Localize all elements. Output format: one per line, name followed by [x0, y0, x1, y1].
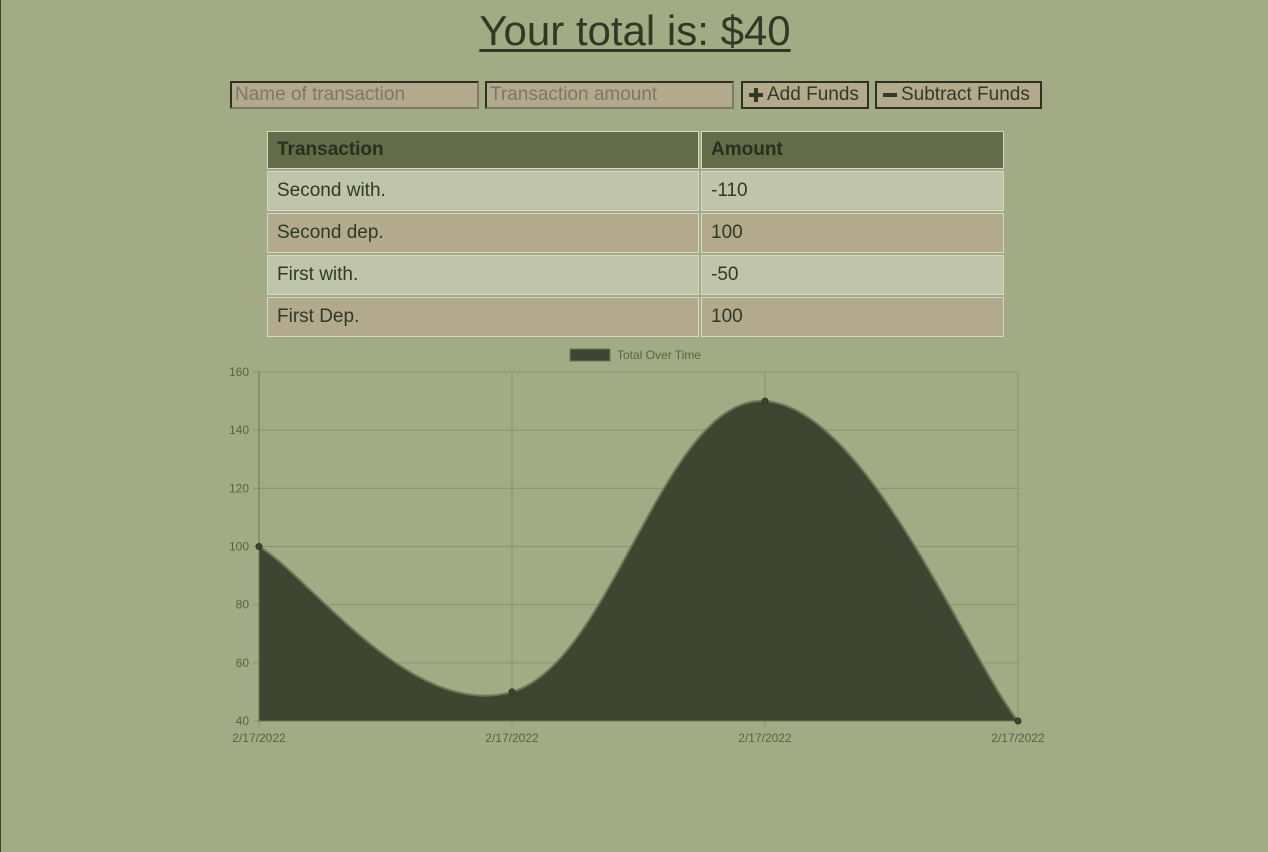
amount-column-header: Amount	[701, 131, 1004, 169]
data-point	[761, 397, 769, 405]
total-label: Your total is: $40	[479, 7, 791, 54]
subtract-funds-label: Subtract Funds	[901, 84, 1030, 105]
data-point	[508, 688, 516, 696]
y-tick-label: 60	[236, 656, 250, 670]
transaction-amount-cell: -50	[701, 255, 1004, 295]
transaction-form: Add Funds Subtract Funds	[230, 81, 1048, 109]
plus-icon	[749, 88, 763, 102]
y-tick-label: 40	[236, 714, 250, 728]
table-header-row: Transaction Amount	[267, 131, 1004, 169]
data-point	[255, 543, 263, 550]
transaction-amount-cell: -110	[701, 171, 1004, 211]
transaction-name-input[interactable]	[230, 81, 479, 109]
y-tick-label: 80	[236, 598, 250, 612]
y-tick-label: 120	[229, 481, 249, 495]
series-line	[258, 400, 1019, 722]
subtract-funds-button[interactable]: Subtract Funds	[875, 81, 1042, 109]
minus-icon	[883, 88, 897, 102]
transaction-amount-input[interactable]	[485, 81, 734, 109]
table-row: Second dep. 100	[267, 213, 1004, 253]
chart-canvas: 160 140 120 100 80 60 40 2/17/2022 2/17/2022 2/17…	[229, 348, 1045, 745]
total-over-time-chart: 160 140 120 100 80 60 40 2/17/2022 2/17/2022 2/17…	[1, 340, 1268, 760]
transaction-name-cell: Second with.	[267, 171, 699, 211]
transaction-name-cell: First Dep.	[267, 297, 699, 337]
x-tick-label: 2/17/2022	[738, 731, 792, 745]
add-funds-label: Add Funds	[767, 84, 859, 105]
transactions-table: Transaction Amount Second with. -110 Sec…	[265, 129, 1006, 339]
transaction-amount-cell: 100	[701, 297, 1004, 337]
transaction-name-cell: First with.	[267, 255, 699, 295]
y-tick-label: 160	[229, 365, 249, 379]
transaction-amount-cell: 100	[701, 213, 1004, 253]
area-fill	[259, 400, 1018, 721]
table-row: First Dep. 100	[267, 297, 1004, 337]
transaction-name-cell: Second dep.	[267, 213, 699, 253]
total-heading: Your total is: $40	[1, 6, 1268, 56]
legend-swatch	[569, 348, 611, 362]
y-tick-label: 140	[229, 423, 249, 437]
x-tick-label: 2/17/2022	[232, 731, 286, 745]
legend-label: Total Over Time	[617, 348, 701, 362]
table-row: First with. -50	[267, 255, 1004, 295]
table-row: Second with. -110	[267, 171, 1004, 211]
y-tick-label: 100	[229, 540, 249, 554]
x-tick-label: 2/17/2022	[991, 731, 1045, 745]
transaction-column-header: Transaction	[267, 131, 699, 169]
add-funds-button[interactable]: Add Funds	[741, 81, 869, 109]
data-point	[1014, 717, 1022, 725]
x-tick-label: 2/17/2022	[485, 731, 539, 745]
